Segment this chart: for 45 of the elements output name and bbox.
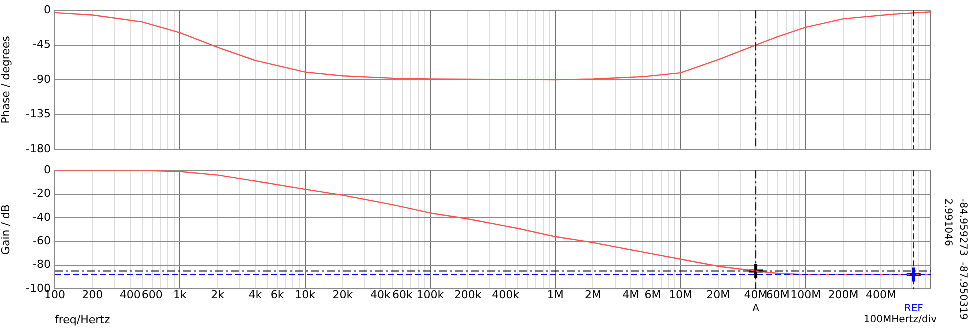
y-tick-label: -135 — [26, 108, 51, 121]
x-tick-label: 6k — [270, 288, 285, 302]
x-tick-label: 400 — [120, 288, 141, 302]
text: -84.959273 — [957, 198, 968, 256]
y-tick-label: -40 — [33, 210, 51, 224]
x-tick-label: 10M — [668, 288, 692, 302]
text: 100MHertz/div — [864, 314, 938, 326]
x-tick-label: 6M — [644, 288, 662, 302]
ref-line-label: REF — [904, 304, 924, 315]
x-tick-label: 1M — [547, 288, 564, 302]
x-tick-label: 40k — [370, 288, 392, 302]
y-tick-label: -90 — [33, 72, 51, 86]
ref-line-label: A — [752, 304, 760, 315]
x-tick-label: 20k — [332, 288, 354, 302]
x-tick-label: 2k — [211, 288, 226, 302]
x-tick-label: 200k — [454, 288, 482, 302]
y-tick-label: -100 — [26, 282, 51, 295]
x-tick-label: 20M — [706, 288, 730, 302]
y-axis-title: Phase / degrees — [0, 36, 12, 124]
x-tick-label: 10k — [295, 288, 316, 302]
x-tick-label: 40M — [744, 288, 768, 302]
y-axis-title: Gain / dB — [0, 204, 12, 256]
x-tick-label: 400k — [492, 288, 520, 302]
text: 2.991046 — [942, 198, 954, 246]
y-tick-label: -80 — [33, 258, 51, 272]
y-tick-label: 0 — [44, 3, 51, 16]
x-tick-label: 600 — [142, 288, 163, 302]
x-tick-label: 60M — [766, 288, 790, 302]
x-tick-label: 200M — [828, 288, 859, 302]
x-tick-label: 60k — [392, 288, 414, 302]
x-tick-label: 4k — [248, 288, 263, 302]
x-tick-label: 100M — [790, 288, 822, 302]
y-tick-label: -45 — [33, 38, 51, 52]
x-tick-label: 400M — [866, 288, 896, 302]
text: -87.950319 — [957, 262, 968, 320]
x-axis-title: freq/Hertz — [55, 313, 110, 326]
y-tick-label: -180 — [26, 142, 51, 156]
x-tick-label: 2M — [584, 288, 602, 302]
x-tick-label: 100k — [416, 288, 445, 302]
x-tick-label: 1k — [173, 288, 188, 302]
x-tick-label: 4M — [622, 288, 640, 302]
y-tick-label: 0 — [44, 163, 51, 176]
x-tick-label: 200 — [82, 288, 104, 302]
y-tick-label: -60 — [33, 234, 51, 248]
y-tick-label: -20 — [33, 187, 51, 200]
